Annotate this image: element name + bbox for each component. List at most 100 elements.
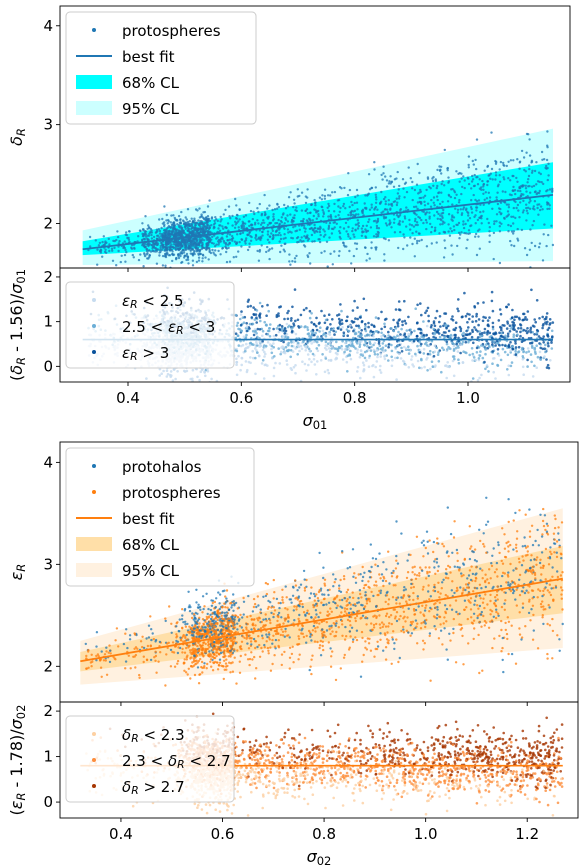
data-point <box>278 323 282 327</box>
data-point <box>413 219 417 223</box>
data-point <box>283 203 286 207</box>
data-point <box>249 356 252 359</box>
data-point <box>389 182 392 185</box>
data-point <box>277 330 281 334</box>
data-point <box>390 355 394 359</box>
data-point <box>350 339 354 343</box>
data-point <box>256 207 259 210</box>
data-point <box>525 206 528 210</box>
data-point <box>470 180 474 183</box>
data-point <box>482 301 485 304</box>
data-point <box>374 193 377 196</box>
data-point <box>323 314 326 318</box>
data-point <box>533 350 537 354</box>
data-point <box>477 323 480 327</box>
data-point <box>408 223 411 226</box>
data-point <box>503 178 506 181</box>
data-point <box>384 237 387 241</box>
data-point <box>264 213 267 216</box>
data-point <box>349 237 352 240</box>
data-point <box>292 205 295 209</box>
data-point <box>457 201 461 204</box>
data-point <box>404 363 408 367</box>
data-point <box>283 222 286 225</box>
data-point <box>251 349 254 353</box>
data-point <box>506 320 509 324</box>
data-point <box>292 226 295 229</box>
data-point <box>361 361 365 365</box>
data-point <box>354 195 357 199</box>
data-point <box>425 324 429 328</box>
data-point <box>402 187 405 190</box>
data-point <box>445 342 449 346</box>
data-point <box>447 230 450 233</box>
data-point <box>108 249 111 253</box>
data-point <box>400 350 404 353</box>
data-point <box>509 364 513 368</box>
data-point <box>447 193 450 197</box>
data-point <box>526 358 529 362</box>
data-point <box>304 230 307 233</box>
data-point <box>141 228 145 231</box>
data-point <box>241 231 245 234</box>
data-point <box>533 346 537 350</box>
data-point <box>107 237 111 241</box>
data-point <box>215 218 218 221</box>
data-point <box>545 164 548 168</box>
data-point <box>206 369 210 373</box>
data-point <box>104 248 107 251</box>
data-point <box>198 222 201 225</box>
data-point <box>256 249 259 253</box>
data-point <box>537 335 541 338</box>
data-point <box>179 218 182 222</box>
data-point <box>326 326 329 329</box>
data-point <box>342 241 345 245</box>
data-point <box>293 260 297 263</box>
data-point <box>326 344 329 348</box>
data-point <box>184 216 187 219</box>
data-point <box>352 345 356 349</box>
data-point <box>372 324 376 328</box>
data-point <box>160 233 164 236</box>
data-point <box>179 242 182 245</box>
data-point <box>335 340 338 344</box>
data-point <box>296 353 300 356</box>
data-point <box>452 355 456 358</box>
data-point <box>396 343 400 347</box>
data-point <box>287 343 290 347</box>
data-point <box>287 341 291 345</box>
legend-label: protospheres <box>122 22 221 40</box>
data-point <box>239 323 243 327</box>
data-point <box>150 237 154 240</box>
data-point <box>177 256 181 260</box>
data-point <box>469 224 472 228</box>
data-point <box>225 250 228 254</box>
data-point <box>543 223 546 226</box>
data-point <box>312 340 316 344</box>
data-point <box>452 374 456 378</box>
data-point <box>474 222 477 225</box>
data-point <box>496 191 499 194</box>
data-point <box>318 238 321 241</box>
data-point <box>468 313 471 316</box>
data-point <box>498 180 502 183</box>
data-point <box>535 331 539 335</box>
data-point <box>506 332 510 336</box>
data-point <box>462 223 465 226</box>
data-point <box>364 228 367 231</box>
data-point <box>125 231 128 234</box>
data-point <box>376 230 380 234</box>
data-point <box>492 231 496 235</box>
data-point <box>165 213 168 217</box>
data-point <box>488 240 491 244</box>
data-point <box>227 246 230 250</box>
data-point <box>165 219 168 222</box>
data-point <box>477 357 481 360</box>
data-point <box>387 199 390 202</box>
data-point <box>364 235 367 238</box>
data-point <box>248 201 251 205</box>
data-point <box>416 223 419 227</box>
data-point <box>397 319 401 322</box>
data-point <box>354 317 357 320</box>
data-point <box>457 358 460 362</box>
